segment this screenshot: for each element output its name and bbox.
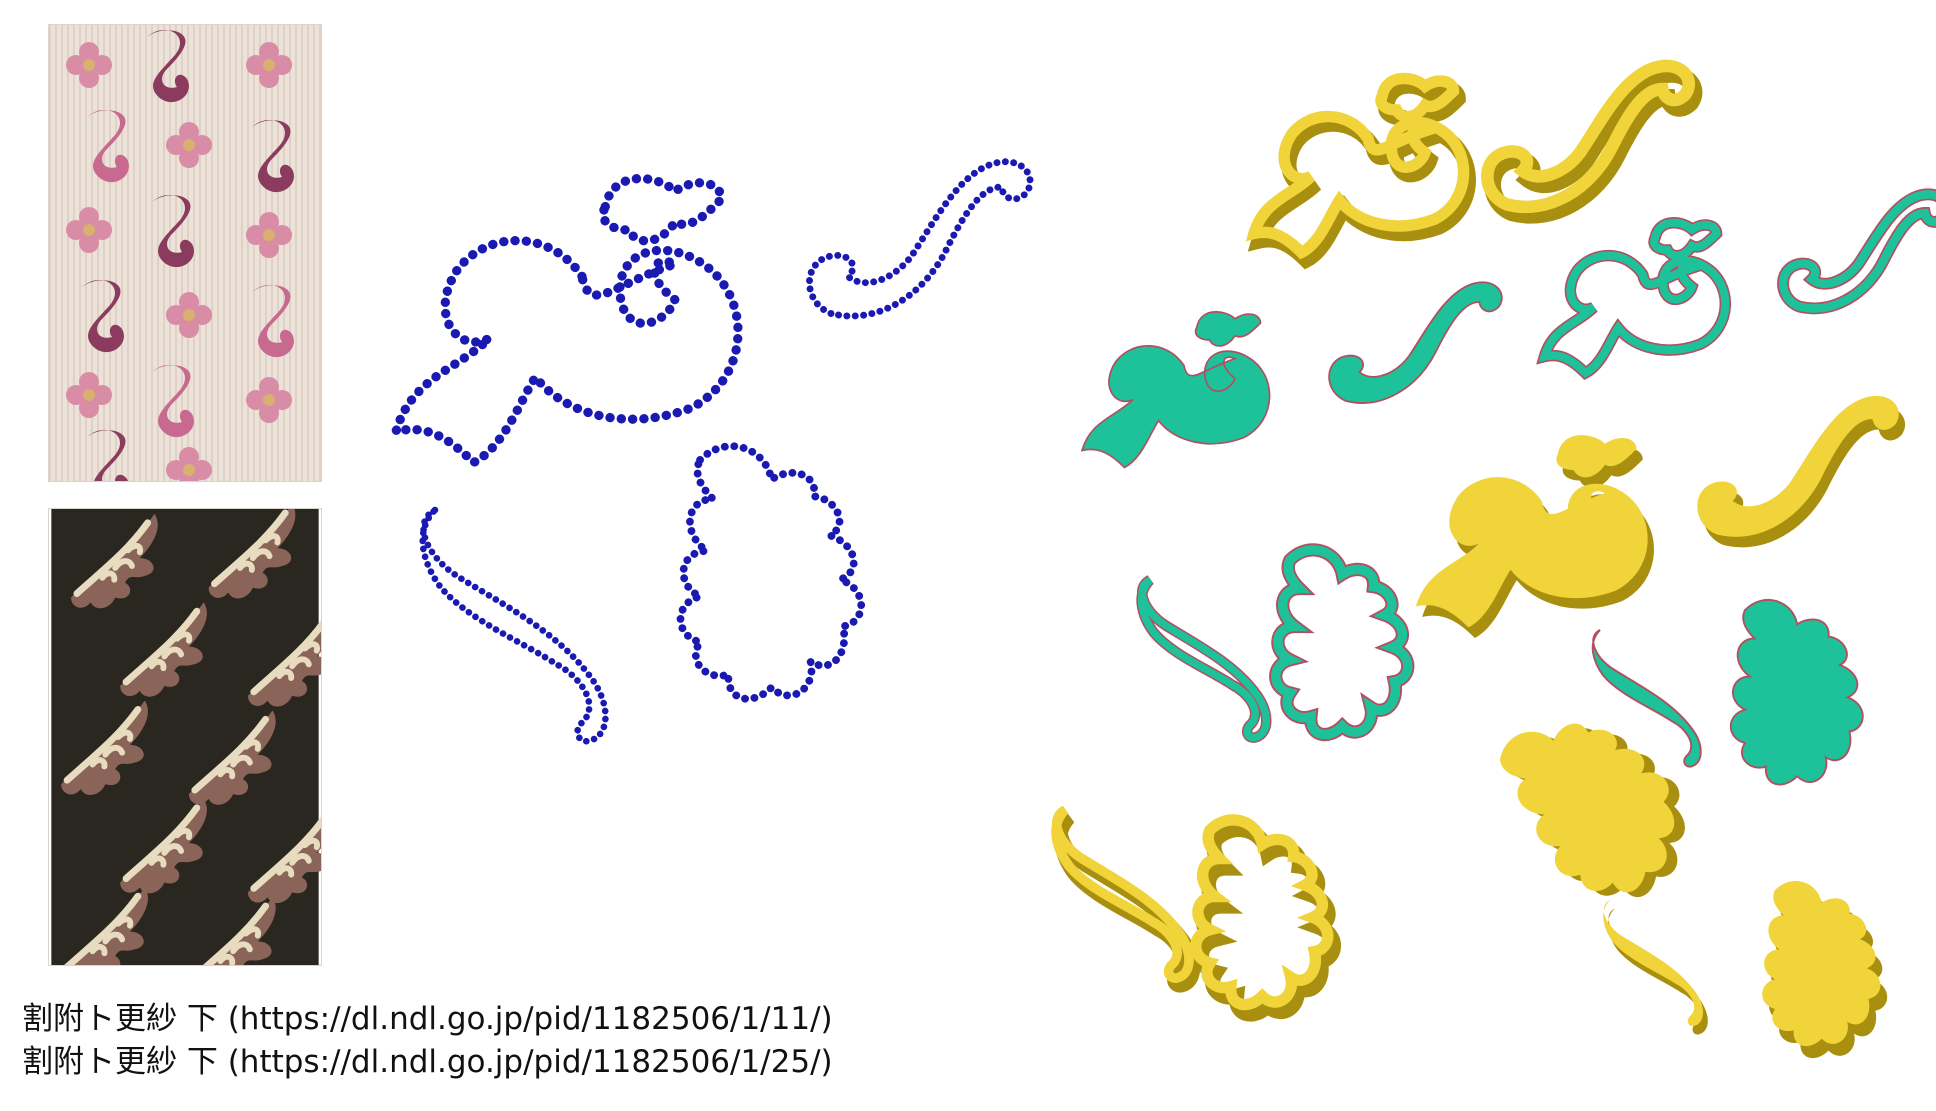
teal-solid-s-scroll <box>1328 281 1503 404</box>
gold-solid-leafy-scroll <box>1416 435 1654 638</box>
caption-line-2: 割附ト更紗 下 (https://dl.ndl.go.jp/pid/118250… <box>22 1044 833 1080</box>
teal-outline-s-scroll <box>1783 194 1936 308</box>
gold-hollow-s-scroll <box>1487 66 1694 215</box>
pink-floral-textile-swatch <box>48 24 322 482</box>
teal-outline-oak-leaf <box>1276 550 1408 735</box>
dotted-outline-s-scroll <box>809 162 1030 316</box>
motif-extraction-figure <box>380 0 1936 1059</box>
teal-outline-leafy-scroll <box>1544 223 1725 373</box>
teal-solid-oak-leaf <box>1729 598 1864 786</box>
teal-outline-long-tail <box>1142 580 1267 738</box>
gold-hollow-long-tail <box>1056 810 1194 986</box>
gold-solid-long-tail <box>1603 900 1708 1035</box>
gold-solid-oak-leaf <box>1762 880 1888 1059</box>
gold-hollow-leafy-scroll <box>1254 78 1468 260</box>
gold-solid-s-scroll <box>1697 395 1906 548</box>
source-captions: 割附ト更紗 下 (https://dl.ndl.go.jp/pid/118250… <box>22 998 922 1084</box>
dotted-outline-oak-leaf <box>681 446 862 699</box>
pink-floral-pattern-icon <box>49 25 321 481</box>
dotted-outline-group <box>396 162 1030 742</box>
dotted-outline-long-tail <box>423 510 606 741</box>
gold-solid-tilted-oak-leaf <box>1481 680 1718 924</box>
dark-leaf-textile-swatch <box>48 508 322 966</box>
dotted-outline-leafy-scroll <box>396 179 738 463</box>
gold-hollow-oak-leaf <box>1196 820 1334 1014</box>
dark-leaf-pattern-icon <box>51 509 321 965</box>
caption-line-1: 割附ト更紗 下 (https://dl.ndl.go.jp/pid/118250… <box>22 1001 833 1037</box>
teal-solid-leafy-scroll <box>1081 310 1271 469</box>
